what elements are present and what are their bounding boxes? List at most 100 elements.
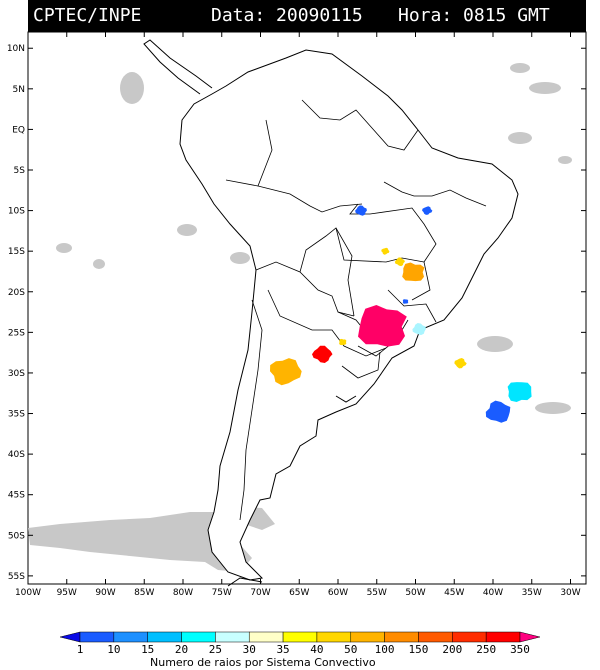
convective-system bbox=[412, 323, 426, 336]
lat-tick-label: 5N bbox=[13, 85, 25, 95]
cloud-pacific-west bbox=[56, 243, 72, 253]
lat-tick-label: 30S bbox=[8, 369, 25, 379]
convective-system bbox=[422, 206, 433, 215]
legend-swatch bbox=[215, 631, 250, 643]
legend-label: 20 bbox=[175, 643, 188, 656]
lon-tick-label: 40W bbox=[483, 588, 503, 598]
cloud-atlantic-east bbox=[535, 402, 571, 414]
lat-tick-label: 15S bbox=[8, 247, 25, 257]
border-argentina-north bbox=[267, 289, 387, 357]
lon-tick-label: 30W bbox=[560, 588, 580, 598]
legend-label: 10 bbox=[107, 643, 120, 656]
cloud-atlantic-south bbox=[477, 336, 513, 352]
rio-de-la-plata bbox=[335, 395, 357, 403]
legend-label: 250 bbox=[476, 643, 496, 656]
convective-system bbox=[355, 205, 367, 216]
legend-label: 200 bbox=[442, 643, 462, 656]
lon-tick-label: 65W bbox=[289, 588, 309, 598]
lat-tick-label: 50S bbox=[8, 531, 25, 541]
lat-tick-label: EQ bbox=[12, 125, 25, 135]
legend-swatch bbox=[113, 631, 148, 643]
legend-swatch bbox=[79, 631, 115, 643]
legend-swatch bbox=[282, 631, 318, 643]
legend-label: 40 bbox=[310, 643, 323, 656]
legend-label: 30 bbox=[243, 643, 256, 656]
border-brazil-southeast bbox=[387, 289, 437, 323]
legend-swatch-max bbox=[519, 631, 541, 643]
lat-tick-label: 40S bbox=[8, 450, 25, 460]
convective-system bbox=[381, 247, 390, 255]
lat-tick-label: 10S bbox=[8, 207, 25, 217]
legend-swatch bbox=[418, 631, 453, 643]
convective-system bbox=[312, 345, 333, 363]
legend-label: 1 bbox=[77, 643, 84, 656]
cloud-atlantic-far bbox=[529, 82, 561, 94]
convective-system bbox=[358, 305, 407, 347]
convective-system bbox=[339, 338, 347, 346]
border-brazil-north bbox=[383, 181, 487, 207]
cloud-atlantic-north bbox=[508, 132, 532, 144]
cloud-pacific-west2 bbox=[93, 259, 105, 269]
lon-tick-label: 95W bbox=[57, 588, 77, 598]
lon-tick-label: 45W bbox=[444, 588, 464, 598]
legend-label: 50 bbox=[344, 643, 357, 656]
cloud-pacific-mid bbox=[177, 224, 197, 236]
convective-system bbox=[402, 299, 409, 304]
date-label: Data: 20090115 bbox=[211, 5, 363, 26]
legend-swatch bbox=[316, 631, 352, 643]
border-colombia-peru-brazil bbox=[257, 119, 363, 213]
lat-tick-label: 55S bbox=[8, 572, 25, 582]
legend-caption: Numero de raios por Sistema Convectivo bbox=[150, 656, 376, 669]
lon-tick-label: 90W bbox=[95, 588, 115, 598]
legend-swatch bbox=[147, 631, 182, 643]
convective-system bbox=[485, 400, 511, 423]
border-uruguay bbox=[341, 351, 381, 379]
legend-swatch bbox=[248, 631, 284, 643]
lat-tick-label: 20S bbox=[8, 288, 25, 298]
cloud-south bbox=[28, 512, 252, 572]
lat-tick-label: 5S bbox=[14, 166, 26, 176]
central-america-coast bbox=[143, 39, 213, 95]
country-borders bbox=[225, 99, 487, 521]
lon-tick-label: 80W bbox=[173, 588, 193, 598]
legend-label: 25 bbox=[209, 643, 222, 656]
legend-colorbar: 1 10 15 20 25 30 35 40 50 100 150 200 250 350 bbox=[59, 631, 541, 656]
convective-system bbox=[394, 257, 405, 267]
border-brazil-center bbox=[335, 227, 425, 263]
cloud-atlantic-ne bbox=[558, 156, 572, 164]
lon-tick-label: 35W bbox=[522, 588, 542, 598]
convective-system bbox=[507, 382, 532, 402]
cloud-andes bbox=[230, 252, 250, 264]
cloud-caribbean bbox=[510, 63, 530, 73]
lon-tick-label: 50W bbox=[405, 588, 425, 598]
border-venezuela-guianas bbox=[301, 99, 419, 151]
lat-tick-label: 10N bbox=[7, 44, 25, 54]
latitude-axis: 10N 5N EQ 5S 10S 15S 20S 25S 30S 35S 40S 45S 50S 55S bbox=[7, 44, 586, 582]
source-label: CPTEC/INPE bbox=[33, 5, 142, 26]
lon-tick-label: 60W bbox=[328, 588, 348, 598]
lon-tick-label: 100W bbox=[15, 588, 41, 598]
cloud-pacific-north bbox=[120, 72, 144, 104]
map-header: CPTEC/INPE Data: 20090115 Hora: 0815 GMT bbox=[28, 0, 586, 32]
legend-swatch bbox=[350, 631, 385, 643]
border-brazil-states bbox=[349, 203, 437, 301]
lat-tick-label: 25S bbox=[8, 328, 25, 338]
legend-swatch bbox=[452, 631, 487, 643]
time-label: Hora: 0815 GMT bbox=[398, 5, 550, 26]
border-chile-argentina bbox=[239, 299, 263, 521]
legend-swatch-min bbox=[59, 631, 81, 643]
tierra-del-fuego bbox=[227, 577, 263, 587]
lon-tick-label: 75W bbox=[212, 588, 232, 598]
legend-label: 15 bbox=[141, 643, 154, 656]
lat-tick-label: 35S bbox=[8, 410, 25, 420]
legend-swatch bbox=[485, 631, 521, 643]
lon-tick-label: 70W bbox=[250, 588, 270, 598]
lon-tick-label: 55W bbox=[367, 588, 387, 598]
legend-label: 350 bbox=[510, 643, 530, 656]
legend-label: 35 bbox=[276, 643, 289, 656]
longitude-axis: 100W 95W 90W 85W 80W 75W 70W 65W 60W 55W 50W 45W 40W… bbox=[15, 32, 581, 598]
legend-swatch bbox=[384, 631, 419, 643]
legend-label: 150 bbox=[409, 643, 429, 656]
convective-systems bbox=[270, 205, 532, 423]
